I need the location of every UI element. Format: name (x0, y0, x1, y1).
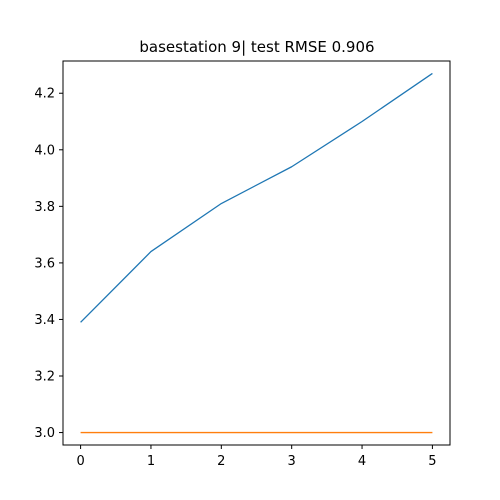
y-tick-label: 4.0 (34, 143, 55, 158)
x-tick-label: 5 (428, 454, 436, 469)
chart-title: basestation 9| test RMSE 0.906 (139, 38, 374, 56)
y-tick-label: 3.2 (34, 370, 55, 385)
y-tick-label: 3.0 (34, 426, 55, 441)
y-tick-label: 3.6 (34, 256, 55, 271)
y-tick-label: 3.4 (34, 313, 55, 328)
series-line-1 (80, 72, 433, 323)
series-layer (80, 72, 433, 434)
x-tick-label: 2 (217, 454, 225, 469)
y-tick-label: 3.8 (34, 200, 55, 215)
x-tick-label: 3 (288, 454, 296, 469)
x-axis: 0 1 2 3 4 5 (76, 445, 437, 469)
y-tick-label: 4.2 (34, 87, 55, 102)
x-tick-label: 0 (76, 454, 84, 469)
y-axis: 3.0 3.2 3.4 3.6 3.8 4.0 4.2 (34, 87, 63, 441)
x-tick-label: 1 (147, 454, 155, 469)
x-tick-label: 4 (358, 454, 366, 469)
plot-frame (62, 60, 451, 446)
